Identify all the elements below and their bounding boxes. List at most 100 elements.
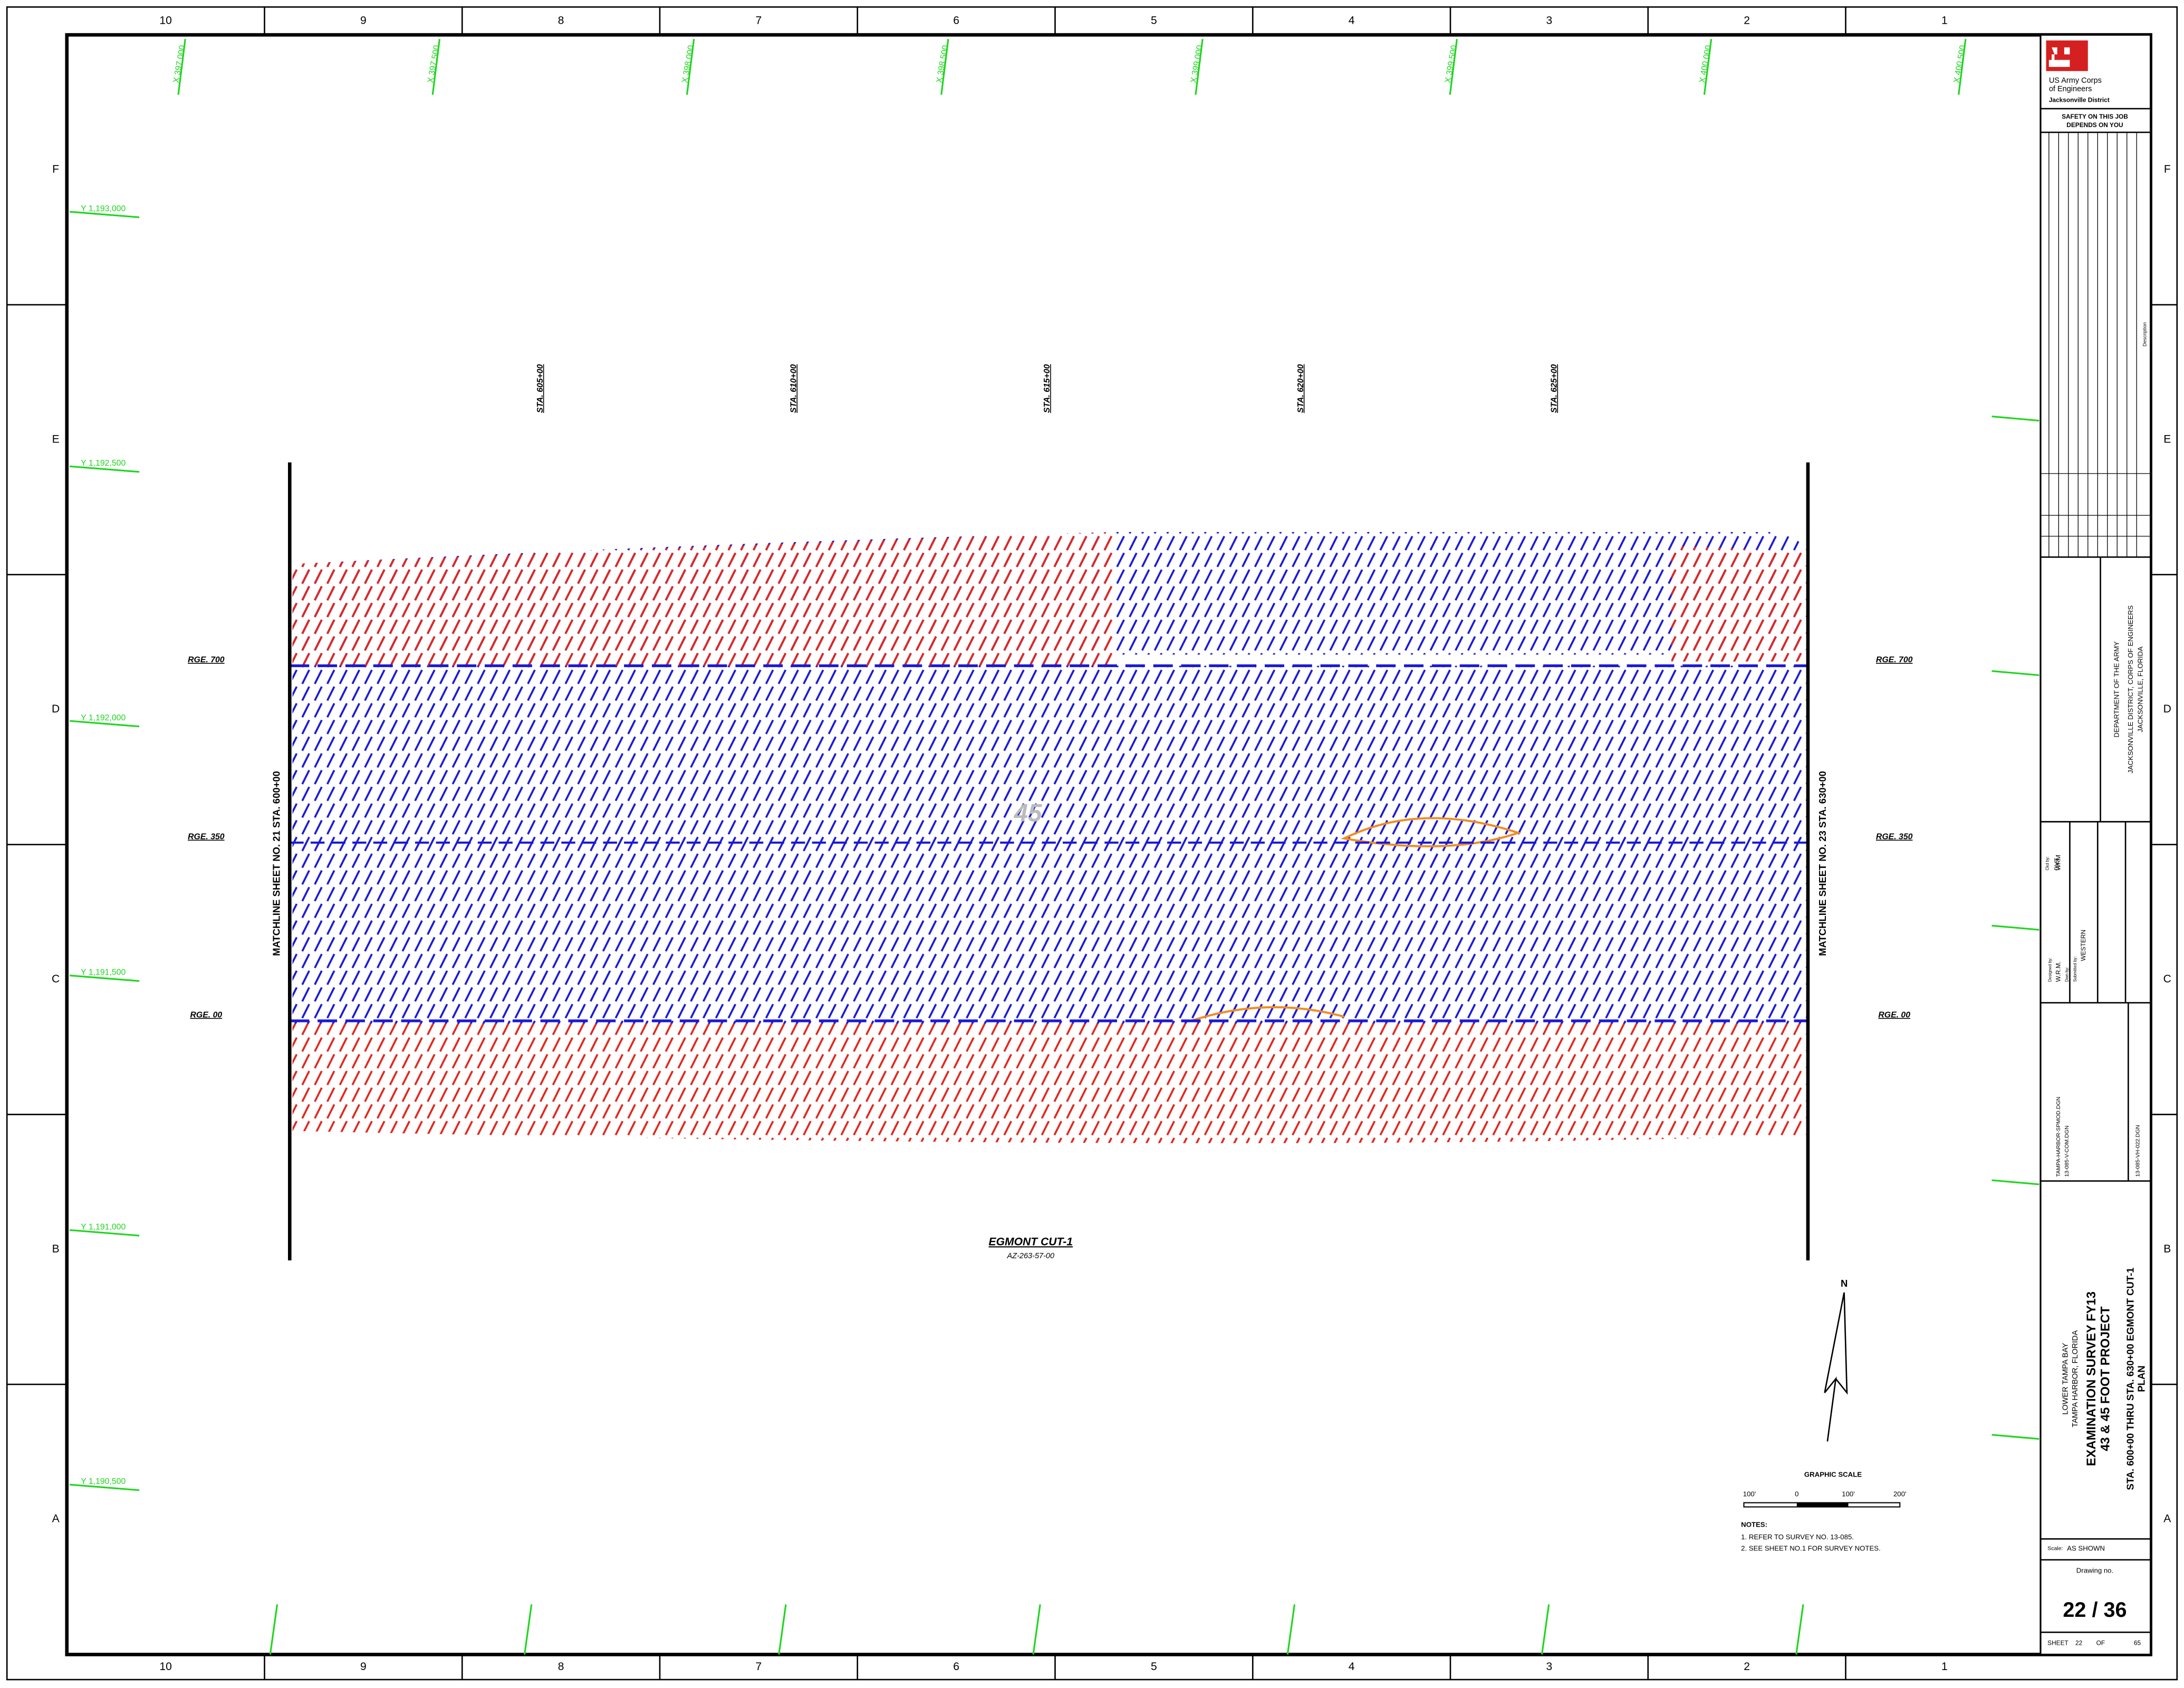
column-label: 9 xyxy=(360,14,367,26)
x-coordinate: X 399,000 xyxy=(1189,44,1205,83)
row-label: D xyxy=(52,703,60,715)
range-label: RGE. 00 xyxy=(190,1011,223,1020)
project-title: EXAMINATION SURVEY FY13 xyxy=(2084,1291,2099,1466)
reference-file: 13-085-VH-022.DGN xyxy=(2135,1125,2141,1176)
column-label: 5 xyxy=(1151,1661,1157,1673)
grid-tick xyxy=(177,38,186,95)
grid-tick xyxy=(69,1483,140,1491)
project-title: LOWER TAMPA BAY xyxy=(2061,1343,2070,1414)
soundings-red xyxy=(1671,546,1808,662)
column-label: 4 xyxy=(1349,1661,1355,1673)
station-label: STA. 610+00 xyxy=(790,364,798,413)
reference-file: TAMPA-HARBOR-SPMOD.DGN xyxy=(2055,1097,2062,1177)
soundings-red xyxy=(292,532,1114,666)
row-label: F xyxy=(2164,163,2171,176)
shoal-contour xyxy=(1341,817,1522,847)
row-label: B xyxy=(52,1243,60,1255)
grid-tick xyxy=(1195,38,1204,95)
x-coordinate: X 397,000 xyxy=(172,44,187,83)
station-label: STA. 620+00 xyxy=(1296,364,1305,413)
matchline-label: MATCHLINE SHEET NO. 21 STA. 600+00 xyxy=(271,771,282,956)
staff-field: WESTERN xyxy=(2080,930,2087,961)
scale-label: 200' xyxy=(1893,1490,1907,1498)
sheet-field: 65 xyxy=(2134,1639,2141,1647)
x-coordinate: X 399,500 xyxy=(1444,44,1459,83)
range-label: RGE. 350 xyxy=(1876,832,1913,841)
department: JACKSONVILLE, FLORIDA xyxy=(2137,647,2144,732)
revision-header: Description xyxy=(2142,322,2147,346)
row-label: D xyxy=(2163,703,2171,715)
sheet-field: 22 xyxy=(2075,1639,2082,1647)
scale-label: 0 xyxy=(1795,1490,1798,1498)
project-title: STA. 600+00 THRU STA. 630+00 EGMONT CUT-… xyxy=(2125,1268,2136,1490)
grid-tick xyxy=(1795,1604,1804,1655)
x-coordinate: X 398,500 xyxy=(935,44,950,83)
district: Jacksonville District xyxy=(2049,96,2110,103)
row-label: C xyxy=(52,973,60,985)
staff-field: DVT xyxy=(2053,858,2061,871)
north-arrow xyxy=(1824,1292,1848,1442)
column-label: 7 xyxy=(756,1661,762,1673)
scale-value: AS SHOWN xyxy=(2067,1544,2105,1552)
x-coordinate: X 400,000 xyxy=(1698,44,1713,83)
staff-field: Ckd by: xyxy=(2045,856,2050,871)
staff-field: Submitted by: xyxy=(2073,957,2077,982)
column-label: 6 xyxy=(953,1661,959,1673)
range-label: RGE. 700 xyxy=(1876,655,1913,664)
grid-tick xyxy=(269,1604,278,1655)
grid-tick xyxy=(778,1604,787,1655)
note: 2. SEE SHEET NO.1 FOR SURVEY NOTES. xyxy=(1741,1544,1881,1552)
x-coordinate: X 398,000 xyxy=(680,44,696,83)
project-title: 43 & 45 FOOT PROJECT xyxy=(2098,1306,2112,1451)
project-title: PLAN xyxy=(2136,1365,2147,1392)
grid-tick xyxy=(1032,1604,1041,1655)
column-label: 1 xyxy=(1941,14,1948,26)
column-label: 8 xyxy=(558,14,564,26)
column-label: 3 xyxy=(1546,14,1553,26)
column-label: 5 xyxy=(1151,14,1157,26)
row-label: C xyxy=(2163,973,2171,985)
azimuth: AZ-263-57-00 xyxy=(1007,1252,1055,1260)
column-label: 3 xyxy=(1546,1661,1553,1673)
row-label: A xyxy=(2163,1513,2171,1525)
scale-label: 100' xyxy=(1743,1490,1756,1498)
grid-tick xyxy=(1991,1434,2039,1440)
grid-tick xyxy=(1991,416,2039,422)
title-block xyxy=(2039,34,2152,1656)
grid-tick xyxy=(69,465,140,473)
agency: US Army Corps xyxy=(2049,76,2102,85)
range-label: RGE. 350 xyxy=(188,832,225,841)
depth-label: 45 xyxy=(1014,799,1042,827)
station-label: STA. 625+00 xyxy=(1550,364,1558,413)
y-coordinate: Y 1,190,500 xyxy=(81,1477,126,1486)
soundings-red xyxy=(292,1024,1808,1143)
grid-tick xyxy=(1286,1604,1296,1655)
grid-tick xyxy=(431,38,441,95)
grid-tick xyxy=(1449,38,1458,95)
y-coordinate: Y 1,191,000 xyxy=(81,1222,126,1231)
shoal-contour xyxy=(1190,1006,1345,1022)
staff-field: WRM xyxy=(2054,855,2062,871)
safety: DEPENDS ON YOU xyxy=(2066,121,2123,129)
range-label: RGE. 00 xyxy=(1878,1011,1910,1020)
y-coordinate: Y 1,192,000 xyxy=(81,713,126,722)
grid-tick xyxy=(69,720,140,728)
matchline-label: MATCHLINE SHEET NO. 23 STA. 630+00 xyxy=(1817,771,1828,956)
scale-title: GRAPHIC SCALE xyxy=(1804,1470,1862,1478)
column-label: 7 xyxy=(756,14,762,26)
department: JACKSONVILLE DISTRICT, CORPS OF ENGINEER… xyxy=(2127,605,2134,774)
outer-border xyxy=(6,6,2178,1681)
channel-name: EGMONT CUT-1 xyxy=(989,1236,1073,1248)
department: DEPARTMENT OF THE ARMY xyxy=(2113,641,2121,737)
scale-label: Scale: xyxy=(2047,1546,2063,1552)
notes-title: NOTES: xyxy=(1741,1520,1767,1528)
safety: SAFETY ON THIS JOB xyxy=(2062,113,2128,120)
row-label: E xyxy=(52,433,60,445)
range-label: RGE. 700 xyxy=(188,655,225,664)
grid-tick xyxy=(1991,1179,2039,1185)
grid-tick xyxy=(940,38,949,95)
row-label: E xyxy=(2163,433,2171,445)
reference-file: 13-085-V-COM.DGN xyxy=(2064,1125,2070,1176)
